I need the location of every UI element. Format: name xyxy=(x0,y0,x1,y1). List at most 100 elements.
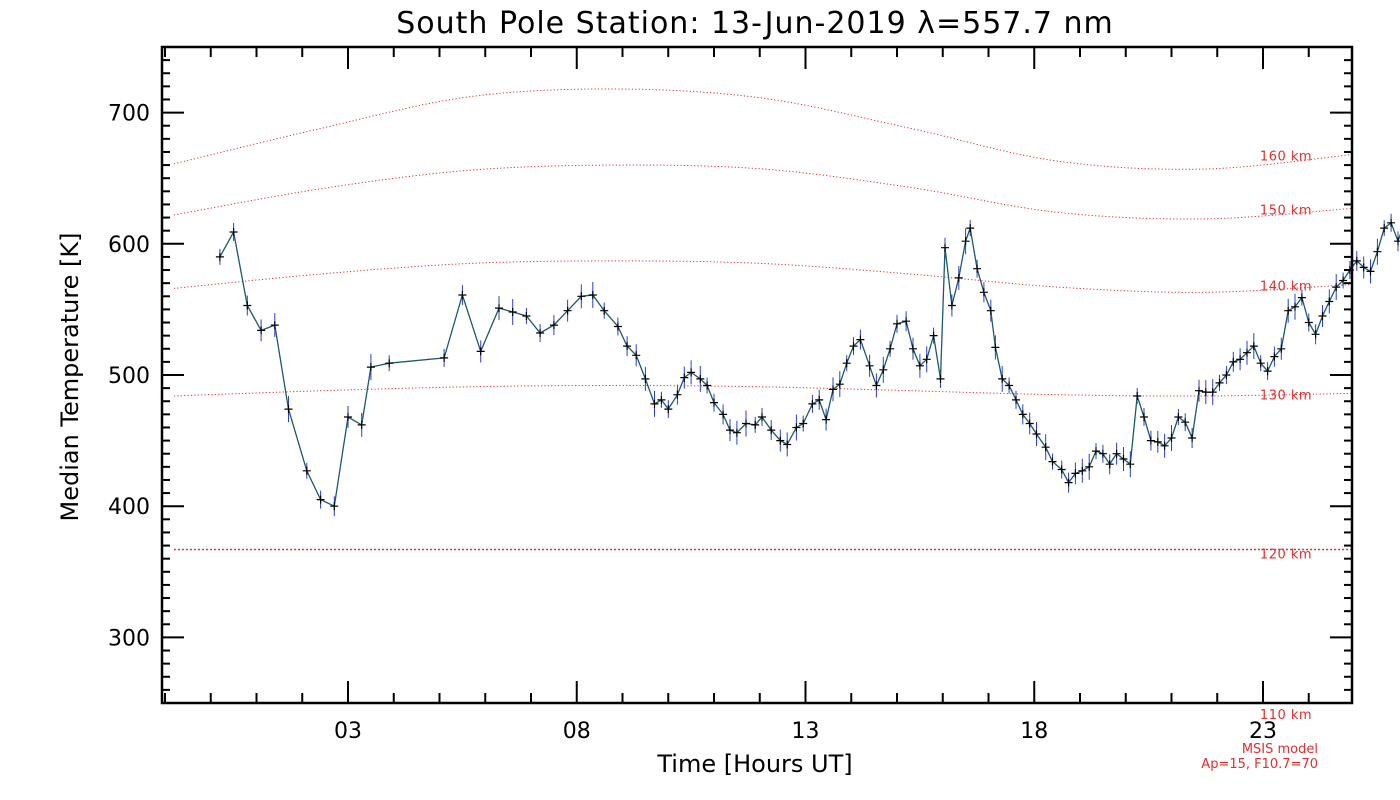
data-point xyxy=(657,395,666,404)
msis-parameters-note: Ap=15, F10.7=70 xyxy=(1201,757,1318,772)
y-tick-label: 300 xyxy=(108,626,150,651)
data-point xyxy=(991,343,1000,352)
data-point xyxy=(929,331,938,340)
msis-label-110km: 110 km xyxy=(1260,708,1312,723)
data-point xyxy=(696,374,705,383)
data-point xyxy=(1394,237,1400,246)
data-point xyxy=(1181,418,1190,427)
data-point xyxy=(1005,381,1014,390)
data-point xyxy=(1119,455,1128,463)
y-tick-label: 400 xyxy=(108,495,150,520)
x-tick-label: 08 xyxy=(563,719,591,744)
x-tick-labels: 03 08 13 18 23 xyxy=(334,719,1277,744)
data-point xyxy=(1263,367,1272,376)
msis-curve-130km xyxy=(173,384,1353,397)
data-point xyxy=(1018,410,1027,419)
data-point xyxy=(1160,441,1169,450)
y-tick-labels: 300 400 500 600 700 xyxy=(108,102,150,652)
data-point xyxy=(1012,395,1020,404)
x-tick-label: 13 xyxy=(792,719,820,744)
plot-frame xyxy=(160,45,1354,705)
data-point xyxy=(302,466,311,475)
data-point xyxy=(986,306,995,315)
data-point xyxy=(1098,449,1107,458)
data-point xyxy=(1208,388,1217,397)
data-point xyxy=(632,351,641,360)
data-point xyxy=(1284,306,1293,315)
data-point xyxy=(257,326,266,335)
data-point xyxy=(1325,297,1334,306)
data-point xyxy=(1041,443,1050,452)
data-point xyxy=(1032,430,1041,438)
data-point xyxy=(799,419,808,428)
data-point xyxy=(865,361,874,370)
msis-label-150km: 150 km xyxy=(1260,203,1312,218)
x-tick-label: 03 xyxy=(334,719,362,744)
data-point xyxy=(1153,437,1162,446)
data-point xyxy=(856,335,865,344)
data-point xyxy=(508,308,517,316)
data-point xyxy=(742,419,750,428)
data-point xyxy=(1140,413,1148,421)
data-point xyxy=(458,291,467,299)
data-point xyxy=(1064,478,1073,487)
data-point xyxy=(1105,460,1114,469)
data-point xyxy=(936,374,945,383)
data-point xyxy=(650,399,659,408)
data-point xyxy=(710,398,718,407)
msis-label-120km: 120 km xyxy=(1260,547,1312,562)
data-point xyxy=(664,405,673,414)
msis-model-note: MSIS model xyxy=(1242,742,1318,757)
data-point xyxy=(1195,386,1203,395)
data-point xyxy=(641,374,650,383)
data-point xyxy=(563,306,572,315)
data-point xyxy=(1311,330,1320,339)
data-point xyxy=(758,413,766,421)
data-point xyxy=(316,495,325,504)
y-axis-label: Median Temperature [K] xyxy=(56,232,84,521)
data-point xyxy=(1339,276,1348,285)
data-point xyxy=(1318,312,1327,320)
data-point xyxy=(344,413,352,421)
data-point xyxy=(1236,355,1245,364)
data-point xyxy=(1387,218,1396,227)
data-point xyxy=(1332,283,1341,292)
error-bars xyxy=(219,213,1399,517)
data-point xyxy=(767,426,776,435)
data-point xyxy=(922,355,931,364)
data-point xyxy=(979,288,988,297)
data-point xyxy=(495,304,503,313)
data-point xyxy=(726,426,734,435)
data-point xyxy=(815,395,824,404)
data-point xyxy=(1243,348,1251,357)
data-point xyxy=(1112,449,1121,458)
x-tick-label: 23 xyxy=(1249,719,1277,744)
data-point xyxy=(1025,419,1034,428)
data-point xyxy=(1270,352,1279,361)
axis-ticks xyxy=(162,46,1352,704)
data-point xyxy=(385,359,394,368)
data-point xyxy=(808,399,817,408)
data-point xyxy=(476,347,485,356)
data-point xyxy=(536,329,545,337)
data-point xyxy=(973,264,982,273)
data-point xyxy=(941,243,949,252)
temperature-series xyxy=(219,221,1400,508)
msis-label-140km: 140 km xyxy=(1260,279,1312,294)
data-point xyxy=(613,322,622,331)
msis-curve-150km xyxy=(173,164,1353,220)
temperature-line xyxy=(219,221,1400,508)
data-point xyxy=(284,405,293,414)
data-point xyxy=(835,380,844,389)
msis-altitude-labels: 160 km 150 km 140 km 130 km 120 km 110 km xyxy=(1260,150,1312,723)
data-point xyxy=(1092,447,1100,456)
y-tick-label: 700 xyxy=(108,102,150,127)
data-point xyxy=(886,344,895,353)
data-point xyxy=(1380,224,1389,233)
data-point xyxy=(719,410,728,419)
data-point xyxy=(357,420,366,429)
data-point xyxy=(600,306,609,315)
data-point xyxy=(879,365,888,374)
data-point xyxy=(673,390,682,399)
data-point xyxy=(1048,457,1057,466)
